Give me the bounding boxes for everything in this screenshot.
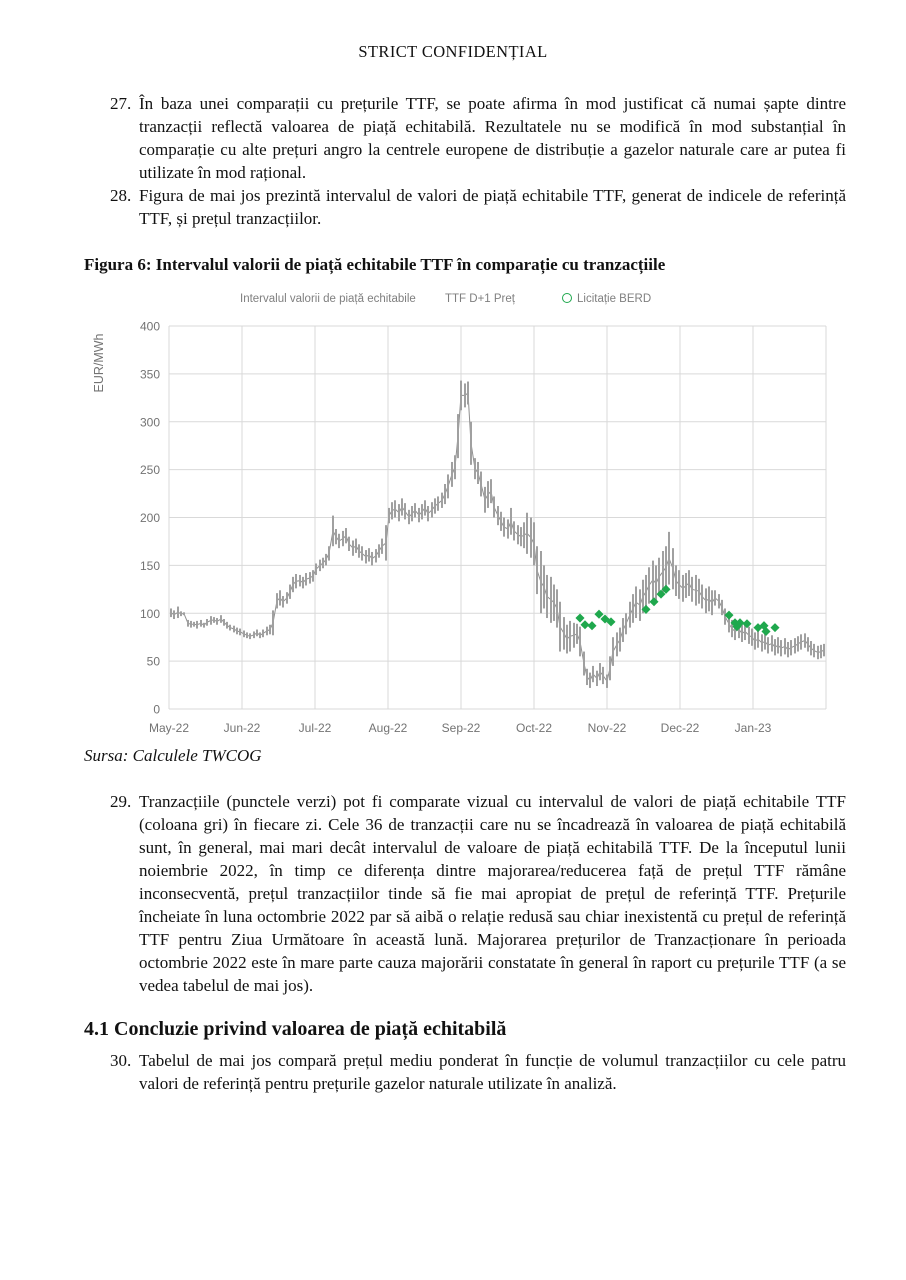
price-range-chart: 0 50 100 150 200 250 300 350 400 May-22 Jun-22 Jul-… — [92, 320, 827, 735]
figure-caption: Figura 6: Intervalul valorii de piață ec… — [84, 255, 666, 274]
paragraph-30-block: 30. Tabelul de mai jos compară prețul me… — [84, 1049, 846, 1095]
legend-item-ttf-d1-price: TTF D+1 Preț — [445, 293, 515, 305]
svg-text:300: 300 — [140, 415, 160, 429]
paragraphs-27-28: 27. În baza unei comparații cu prețurile… — [84, 92, 846, 230]
svg-text:250: 250 — [140, 463, 160, 477]
svg-text:Nov-22: Nov-22 — [588, 721, 627, 735]
paragraph-29: 29. Tranzacțiile (punctele verzi) pot fi… — [84, 790, 846, 997]
svg-text:0: 0 — [153, 703, 160, 717]
legend-label: Licitație BERD — [577, 293, 652, 305]
paragraph-text: Figura de mai jos prezintă intervalul de… — [139, 186, 846, 228]
svg-text:150: 150 — [140, 559, 160, 573]
paragraph-27: 27. În baza unei comparații cu prețurile… — [84, 92, 846, 184]
paragraph-text: În baza unei comparații cu prețurile TTF… — [139, 94, 846, 182]
svg-text:350: 350 — [140, 367, 160, 381]
paragraph-29-block: 29. Tranzacțiile (punctele verzi) pot fi… — [84, 790, 846, 997]
paragraph-number: 30. — [110, 1051, 132, 1070]
green-circle-marker-icon — [562, 293, 572, 303]
legend-item-berd-auction: Licitație BERD — [562, 293, 651, 305]
svg-text:May-22: May-22 — [149, 721, 189, 735]
section-heading-4-1: 4.1 Concluzie privind valoarea de piață … — [84, 1018, 507, 1040]
svg-text:Oct-22: Oct-22 — [516, 721, 552, 735]
figure-source: Sursa: Calculele TWCOG — [84, 746, 262, 765]
paragraph-number: 27. — [110, 94, 132, 113]
paragraph-28: 28. Figura de mai jos prezintă intervalu… — [84, 184, 846, 230]
svg-text:200: 200 — [140, 511, 160, 525]
svg-text:Jan-23: Jan-23 — [735, 721, 772, 735]
legend-item-fair-value-range: Intervalul valorii de piață echitabile — [240, 293, 416, 305]
svg-text:Aug-22: Aug-22 — [369, 721, 408, 735]
svg-text:50: 50 — [147, 655, 161, 669]
svg-text:Sep-22: Sep-22 — [442, 721, 481, 735]
figure-6-chart: Intervalul valorii de piață echitabile T… — [84, 285, 878, 750]
svg-text:Jul-22: Jul-22 — [299, 721, 332, 735]
paragraph-number: 28. — [110, 186, 132, 205]
svg-text:400: 400 — [140, 320, 160, 334]
paragraph-number: 29. — [110, 792, 132, 811]
classification-header: STRICT CONFIDENȚIAL — [358, 42, 548, 61]
svg-text:Dec-22: Dec-22 — [661, 721, 700, 735]
paragraph-text: Tranzacțiile (punctele verzi) pot fi com… — [139, 792, 846, 995]
paragraph-text: Tabelul de mai jos compară prețul mediu … — [139, 1051, 846, 1093]
paragraph-30: 30. Tabelul de mai jos compară prețul me… — [84, 1049, 846, 1095]
svg-text:Jun-22: Jun-22 — [224, 721, 261, 735]
svg-text:EUR/MWh: EUR/MWh — [92, 333, 106, 392]
svg-text:100: 100 — [140, 607, 160, 621]
